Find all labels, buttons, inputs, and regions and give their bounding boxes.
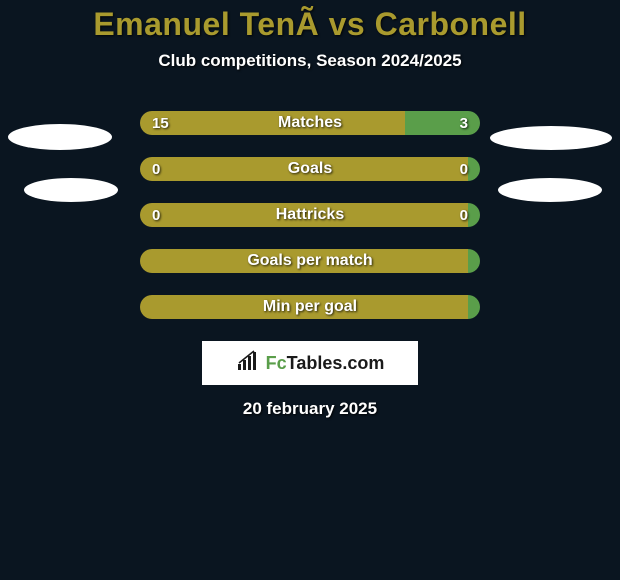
- bar-right-segment: 3: [405, 111, 480, 135]
- bar-left-value: 0: [152, 207, 160, 224]
- stat-bar: 153Matches: [140, 111, 480, 135]
- comparison-infographic: Emanuel TenÃ vs Carbonell Club competiti…: [0, 0, 620, 580]
- stat-bar: 00Hattricks: [140, 203, 480, 227]
- logo-text: FcTables.com: [266, 353, 385, 374]
- logo-suffix: Tables.com: [287, 353, 385, 373]
- page-title: Emanuel TenÃ vs Carbonell: [0, 6, 620, 43]
- stat-bar: Goals per match: [140, 249, 480, 273]
- bar-right-value: 0: [460, 161, 468, 178]
- stat-bar: 00Goals: [140, 157, 480, 181]
- logo-chart-icon: [236, 350, 260, 377]
- bar-left-segment: [140, 295, 468, 319]
- bar-left-segment: 0: [140, 203, 468, 227]
- player-placeholder-ellipse: [490, 126, 612, 150]
- page-subtitle: Club competitions, Season 2024/2025: [0, 51, 620, 71]
- player-placeholder-ellipse: [498, 178, 602, 202]
- bar-left-segment: [140, 249, 468, 273]
- logo-prefix: Fc: [266, 353, 287, 373]
- stat-bar: Min per goal: [140, 295, 480, 319]
- player-placeholder-ellipse: [8, 124, 112, 150]
- bar-left-segment: 0: [140, 157, 468, 181]
- logo-box: FcTables.com: [202, 341, 418, 385]
- footer-date: 20 february 2025: [0, 399, 620, 419]
- bar-right-value: 3: [460, 115, 468, 132]
- bar-right-segment: [468, 295, 480, 319]
- bar-right-segment: 0: [468, 157, 480, 181]
- bar-right-segment: [468, 249, 480, 273]
- bar-left-value: 0: [152, 161, 160, 178]
- bar-left-segment: 15: [140, 111, 405, 135]
- bar-right-value: 0: [460, 207, 468, 224]
- bar-left-value: 15: [152, 115, 169, 132]
- bar-right-segment: 0: [468, 203, 480, 227]
- player-placeholder-ellipse: [24, 178, 118, 202]
